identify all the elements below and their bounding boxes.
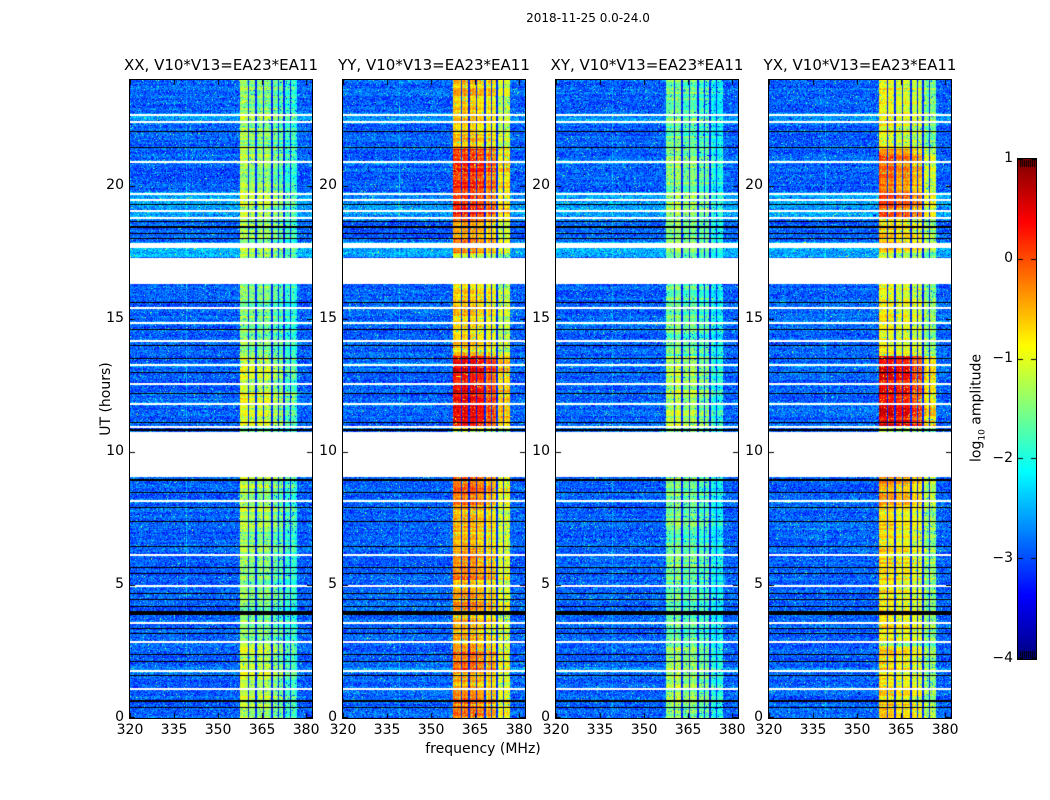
y-tick-label: 5: [541, 576, 550, 593]
x-tick-label: 350: [843, 722, 871, 738]
y-tick-label: 0: [541, 709, 550, 725]
x-tick-label: 335: [586, 722, 614, 738]
x-tick-label: 380: [718, 722, 746, 738]
x-tick-label: 320: [542, 722, 570, 738]
y-tick-label: 10: [532, 443, 550, 460]
colorbar-tick-label: −4: [992, 650, 1013, 666]
x-tick-label: 320: [329, 722, 357, 738]
y-tick-label: 20: [745, 177, 763, 194]
figure-title: 2018-11-25 0.0-24.0: [526, 11, 650, 25]
y-tick-label: 0: [328, 709, 337, 725]
y-tick-label: 15: [106, 310, 124, 327]
y-tick-label: 15: [745, 310, 763, 327]
y-tick-label: 5: [754, 576, 763, 593]
panel-title-xy: XY, V10*V13=EA23*EA11: [550, 56, 744, 74]
spectrogram-panel-xy: [555, 79, 739, 719]
spectrogram-canvas-yx: [769, 80, 951, 718]
spectrogram-panel-xx: [129, 79, 313, 719]
y-tick-label: 10: [106, 443, 124, 460]
y-tick-label: 15: [532, 310, 550, 327]
panel-title-yy: YY, V10*V13=EA23*EA11: [338, 56, 530, 74]
y-tick-label: 20: [106, 177, 124, 194]
x-tick-label: 350: [417, 722, 445, 738]
x-tick-label: 320: [755, 722, 783, 738]
x-tick-label: 380: [931, 722, 959, 738]
spectrogram-panel-yx: [768, 79, 952, 719]
colorbar-tick-label: 1: [1004, 150, 1013, 166]
y-axis-label: UT (hours): [98, 362, 114, 436]
y-tick-label: 10: [745, 443, 763, 460]
y-tick-label: 0: [754, 709, 763, 725]
y-tick-label: 15: [319, 310, 337, 327]
x-tick-label: 335: [373, 722, 401, 738]
colorbar-tick-label: 0: [1004, 250, 1013, 266]
x-tick-label: 365: [674, 722, 702, 738]
y-tick-label: 20: [532, 177, 550, 194]
y-tick-label: 5: [115, 576, 124, 593]
x-tick-label: 365: [248, 722, 276, 738]
spectrogram-panel-yy: [342, 79, 526, 719]
x-tick-label: 380: [292, 722, 320, 738]
spectrogram-canvas-xy: [556, 80, 738, 718]
panel-title-xx: XX, V10*V13=EA23*EA11: [123, 56, 319, 74]
spectrogram-canvas-yy: [343, 80, 525, 718]
colorbar-label-subscript: 10: [977, 429, 988, 441]
colorbar-tick-label: −1: [992, 350, 1013, 366]
colorbar-tick-label: −3: [992, 550, 1013, 566]
colorbar: [1017, 158, 1037, 660]
colorbar-label: log10 amplitude: [969, 354, 988, 462]
x-tick-label: 335: [160, 722, 188, 738]
panel-title-yx: YX, V10*V13=EA23*EA11: [763, 56, 957, 74]
y-tick-label: 5: [328, 576, 337, 593]
x-tick-label: 365: [887, 722, 915, 738]
x-tick-label: 380: [505, 722, 533, 738]
x-tick-label: 350: [204, 722, 232, 738]
x-tick-label: 365: [461, 722, 489, 738]
spectrogram-canvas-xx: [130, 80, 312, 718]
x-tick-label: 335: [799, 722, 827, 738]
colorbar-canvas: [1018, 159, 1036, 659]
x-tick-label: 350: [630, 722, 658, 738]
y-tick-label: 20: [319, 177, 337, 194]
x-axis-label: frequency (MHz): [425, 741, 541, 757]
y-tick-label: 0: [115, 709, 124, 725]
x-tick-label: 320: [116, 722, 144, 738]
colorbar-tick-label: −2: [992, 450, 1013, 466]
y-tick-label: 10: [319, 443, 337, 460]
